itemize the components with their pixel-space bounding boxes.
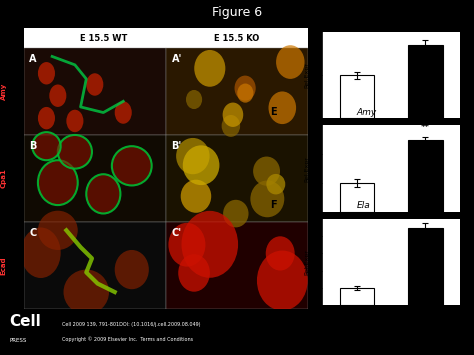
Text: E 15.5 KO: E 15.5 KO: [214, 34, 260, 43]
Text: E 15.5 WT: E 15.5 WT: [80, 34, 127, 43]
Ellipse shape: [178, 254, 210, 292]
Bar: [166, 135, 308, 222]
Text: A': A': [172, 54, 182, 64]
Ellipse shape: [38, 160, 78, 205]
Bar: [24, 222, 166, 309]
Ellipse shape: [250, 180, 284, 217]
Text: E: E: [270, 107, 277, 117]
Text: Cell: Cell: [9, 314, 41, 329]
Ellipse shape: [176, 138, 210, 174]
Ellipse shape: [194, 50, 225, 87]
Ellipse shape: [223, 103, 243, 127]
Bar: [339, 75, 374, 118]
Bar: [408, 140, 443, 212]
Ellipse shape: [186, 90, 202, 109]
Ellipse shape: [66, 110, 83, 132]
Y-axis label: Rel.Expr: Rel.Expr: [304, 156, 310, 181]
Ellipse shape: [38, 62, 55, 84]
Ellipse shape: [58, 135, 92, 169]
Ellipse shape: [115, 101, 132, 124]
Text: PRESS: PRESS: [9, 338, 27, 343]
Y-axis label: Rel.Expr: Rel.Expr: [304, 62, 310, 88]
Ellipse shape: [168, 223, 205, 267]
Ellipse shape: [223, 200, 248, 228]
Text: **: **: [421, 209, 430, 218]
Ellipse shape: [266, 174, 285, 195]
Text: B: B: [29, 141, 37, 151]
Ellipse shape: [112, 146, 152, 185]
Text: Ecad: Ecad: [1, 256, 7, 275]
Bar: [408, 228, 443, 305]
Ellipse shape: [182, 211, 238, 278]
Bar: [166, 222, 308, 309]
Bar: [339, 183, 374, 212]
Ellipse shape: [64, 269, 109, 315]
Text: Ela: Ela: [357, 201, 371, 210]
Ellipse shape: [115, 250, 149, 289]
Ellipse shape: [253, 157, 280, 186]
Ellipse shape: [21, 228, 61, 278]
Ellipse shape: [276, 45, 305, 79]
Text: A: A: [29, 54, 37, 64]
Text: F: F: [270, 200, 277, 210]
Text: C': C': [172, 228, 182, 237]
Ellipse shape: [222, 115, 240, 137]
Ellipse shape: [86, 174, 120, 213]
Text: Cpa1: Cpa1: [1, 169, 7, 188]
Ellipse shape: [266, 236, 295, 271]
Text: Ptf1a: Ptf1a: [357, 14, 380, 23]
Ellipse shape: [86, 73, 103, 96]
Ellipse shape: [183, 145, 219, 185]
Text: C: C: [29, 228, 36, 237]
Ellipse shape: [38, 211, 78, 250]
Ellipse shape: [268, 92, 296, 124]
Text: Copyright © 2009 Elsevier Inc.  Terms and Conditions: Copyright © 2009 Elsevier Inc. Terms and…: [62, 336, 193, 342]
Ellipse shape: [32, 132, 61, 160]
Bar: [339, 288, 374, 305]
Ellipse shape: [235, 76, 255, 101]
Bar: [24, 28, 308, 48]
Ellipse shape: [38, 107, 55, 129]
Text: **: **: [421, 123, 430, 132]
Text: B': B': [172, 141, 182, 151]
Ellipse shape: [257, 251, 308, 311]
Bar: [166, 48, 308, 135]
Bar: [24, 48, 166, 135]
Text: **: **: [421, 26, 430, 34]
Bar: [24, 135, 166, 222]
Bar: [408, 45, 443, 118]
Text: Amy: Amy: [357, 108, 377, 117]
Text: Cell 2009 139, 791-801DOI: (10.1016/j.cell.2009.08.049): Cell 2009 139, 791-801DOI: (10.1016/j.ce…: [62, 322, 200, 327]
Text: D: D: [270, 13, 278, 23]
Ellipse shape: [181, 180, 211, 213]
Ellipse shape: [237, 83, 254, 103]
Text: Figure 6: Figure 6: [212, 6, 262, 19]
Text: Amy: Amy: [1, 83, 7, 100]
Y-axis label: Rel.Expr: Rel.Expr: [304, 249, 310, 275]
Ellipse shape: [49, 84, 66, 107]
